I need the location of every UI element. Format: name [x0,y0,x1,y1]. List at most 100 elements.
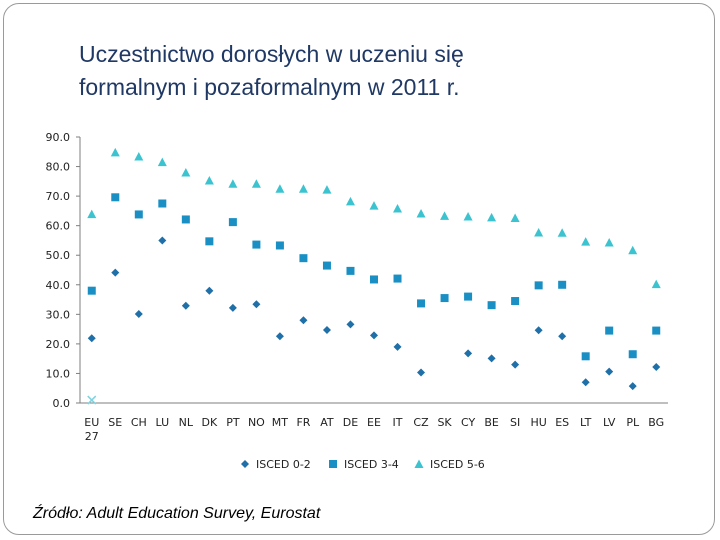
data-point [111,193,120,202]
data-point [134,310,143,319]
data-point [652,362,661,371]
data-point [652,326,661,335]
x-tick-label: LT [580,416,592,429]
slide-frame [3,3,715,535]
y-tick-label: 90.0 [46,131,71,144]
x-tick-label: BE [484,416,499,429]
data-point [464,349,473,358]
data-point [581,352,590,361]
data-point [204,175,214,185]
x-tick-label: LV [603,416,616,429]
data-point [228,218,237,227]
data-point [298,184,308,193]
data-point [87,334,96,343]
x-tick-label: AT [320,416,334,429]
data-point [158,199,167,208]
data-point [581,378,590,387]
data-point [651,279,661,289]
data-point [534,326,543,335]
data-point [558,280,567,289]
data-point [511,360,520,369]
x-tick-label: HU [530,416,546,429]
data-point [87,286,96,295]
data-point [393,204,403,213]
data-point [181,301,190,310]
data-point [157,157,167,167]
data-point [440,211,450,220]
x-tick-label: IT [393,416,403,429]
data-point [322,185,332,194]
data-point [510,213,520,222]
data-point [134,152,144,161]
x-tick-label: PL [626,416,640,429]
data-point [464,292,473,301]
data-point [581,237,591,246]
x-tick-label: FR [296,416,310,429]
data-point [87,395,97,405]
data-point [299,316,308,325]
x-tick-label: BG [648,416,664,429]
data-point [417,368,426,377]
title-line-1: Uczestnictwo dorosłych w uczeniu się [79,41,464,67]
x-tick-label: PT [226,416,240,429]
y-tick-label: 70.0 [46,190,71,203]
data-point [440,294,449,303]
x-tick-label: ES [555,416,569,429]
data-point [228,179,238,188]
data-point [393,274,402,283]
x-tick-label: SI [510,416,520,429]
data-point [604,238,614,247]
data-point [416,209,426,218]
data-point [322,261,331,270]
legend-label: ISCED 3-4 [344,458,399,471]
data-point [205,286,214,295]
y-tick-label: 80.0 [46,161,71,174]
data-point [417,299,426,308]
x-tick-label: 27 [85,430,99,443]
data-point [346,266,355,275]
legend-label: ISCED 0-2 [256,458,311,471]
data-point [299,254,308,263]
y-tick-label: 0.0 [53,397,71,410]
data-point [134,210,143,219]
data-point [252,300,261,309]
data-point [628,350,637,359]
x-tick-label: CY [461,416,475,429]
data-point [511,297,520,306]
data-point [275,332,284,341]
data-point [605,326,614,335]
data-point [181,167,191,177]
legend-marker [329,460,337,468]
data-point [158,236,167,245]
data-point [487,354,496,363]
data-point [345,196,355,206]
y-tick-label: 60.0 [46,220,71,233]
legend-marker [241,460,249,468]
x-tick-label: CH [131,416,147,429]
y-tick-label: 10.0 [46,367,71,380]
data-point [393,342,402,351]
data-point [87,209,97,219]
x-tick-label: LU [155,416,169,429]
y-tick-label: 20.0 [46,338,71,351]
data-point [534,281,543,290]
x-tick-label: NL [179,416,194,429]
data-point [628,382,637,391]
x-tick-label: DE [343,416,358,429]
data-point [534,227,544,237]
x-tick-label: NO [248,416,265,429]
legend-label: ISCED 5-6 [430,458,485,471]
data-point [111,268,120,277]
data-point [275,184,285,193]
data-point [487,301,496,310]
data-point [205,237,214,246]
data-point [228,303,237,312]
data-point [346,320,355,329]
y-tick-label: 30.0 [46,308,71,321]
data-point [628,245,638,255]
data-point [463,212,473,221]
y-tick-label: 50.0 [46,249,71,262]
x-tick-label: DK [202,416,218,429]
data-point [369,201,379,210]
